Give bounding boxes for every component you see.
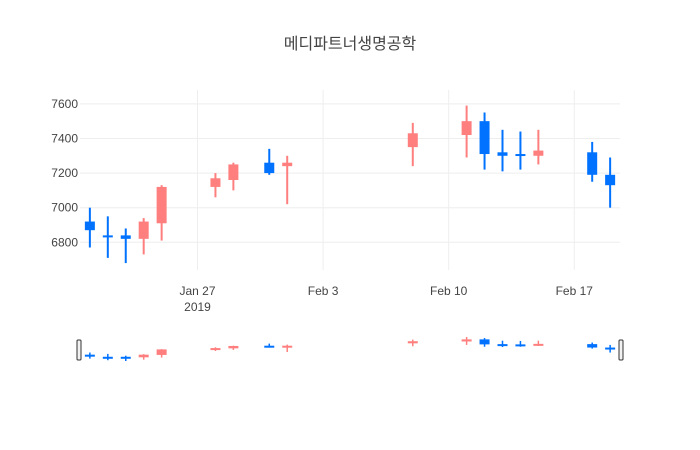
x-tick-label: Feb 3	[308, 284, 339, 298]
range-slider-candle	[587, 342, 598, 349]
candle[interactable]	[210, 173, 221, 198]
range-slider-candle-body	[497, 344, 508, 347]
candle-body	[515, 154, 526, 157]
range-slider-candle-body	[228, 345, 239, 349]
range-slider-candle	[264, 343, 275, 348]
candle-body	[84, 221, 95, 231]
range-slider-candle	[533, 340, 544, 346]
range-slider-left-handle[interactable]	[76, 339, 82, 361]
range-slider-candle	[461, 337, 472, 345]
candle[interactable]	[156, 185, 167, 241]
candle[interactable]	[102, 216, 113, 258]
range-slider[interactable]	[76, 335, 624, 363]
range-slider-candle	[156, 349, 167, 358]
candle-body	[138, 221, 149, 239]
range-slider-candle-body	[461, 339, 472, 342]
candle-body	[461, 121, 472, 135]
candle[interactable]	[461, 105, 472, 158]
range-slider-candle-body	[533, 343, 544, 346]
y-tick-label: 6800	[51, 235, 78, 249]
range-slider-candle-body	[282, 345, 293, 348]
candle[interactable]	[479, 112, 490, 170]
range-slider-candle	[84, 352, 95, 359]
candle[interactable]	[120, 228, 131, 264]
range-slider-candle	[210, 347, 221, 351]
range-slider-candle	[282, 344, 293, 353]
range-slider-candle	[497, 340, 508, 348]
candle[interactable]	[587, 141, 598, 182]
candle[interactable]	[515, 131, 526, 170]
candlestick-series	[84, 105, 616, 264]
candle-body	[228, 164, 239, 180]
y-tick-label: 7000	[51, 201, 78, 215]
x-tick-label: Feb 10	[430, 284, 468, 298]
range-slider-right-handle[interactable]	[618, 339, 624, 361]
range-slider-candle	[138, 354, 149, 360]
range-slider-candle-body	[210, 348, 221, 351]
range-slider-candle-body	[479, 339, 490, 345]
range-slider-candle-body	[102, 356, 113, 359]
candle[interactable]	[533, 129, 544, 165]
candle-body	[533, 150, 544, 156]
candle-body	[120, 235, 131, 239]
range-slider-candle	[407, 339, 418, 347]
range-slider-candle-body	[84, 354, 95, 357]
y-axis: 6800 7000 7200 7400 7600	[51, 97, 78, 249]
range-slider-candle	[515, 340, 526, 347]
candle[interactable]	[264, 148, 275, 175]
range-slider-candle-body	[156, 349, 167, 355]
range-slider-candle	[120, 355, 131, 361]
range-slider-candle-body	[587, 344, 598, 348]
candle[interactable]	[138, 218, 149, 255]
x-axis: Jan 27 2019 Feb 3 Feb 10 Feb 17	[179, 284, 593, 314]
candle-body	[407, 133, 418, 148]
candle-body	[156, 186, 167, 224]
range-slider-background[interactable]	[80, 335, 620, 363]
range-slider-candle-body	[264, 345, 275, 348]
candle-body	[264, 162, 275, 174]
candle[interactable]	[282, 155, 293, 205]
range-slider-candle-body	[407, 341, 418, 344]
range-slider-candle	[479, 338, 490, 347]
grid-lines	[80, 90, 620, 270]
candle[interactable]	[407, 122, 418, 167]
x-tick-label: Jan 27	[179, 284, 215, 298]
y-tick-label: 7200	[51, 166, 78, 180]
candle-body	[210, 178, 221, 187]
range-slider-candle-body	[138, 354, 149, 358]
x-tick-sublabel: 2019	[184, 300, 211, 314]
range-slider-candle	[228, 345, 239, 350]
range-slider-candle-body	[605, 347, 616, 350]
range-slider-preview	[84, 337, 616, 361]
candle[interactable]	[228, 162, 239, 191]
candle-body	[497, 152, 508, 156]
candle[interactable]	[84, 207, 95, 248]
candle[interactable]	[605, 157, 616, 208]
y-tick-label: 7600	[51, 97, 78, 111]
chart-title: 메디파트너생명공학	[284, 34, 417, 53]
range-slider-candle	[605, 344, 616, 353]
candle-body	[282, 162, 293, 167]
candle-body	[605, 174, 616, 186]
range-slider-candle	[102, 353, 113, 361]
range-slider-candle-body	[120, 356, 131, 359]
candle-body	[479, 121, 490, 155]
candle[interactable]	[497, 129, 508, 172]
candle-body	[102, 235, 113, 238]
x-tick-label: Feb 17	[556, 284, 594, 298]
y-tick-label: 7400	[51, 131, 78, 145]
range-slider-candle-body	[515, 344, 526, 347]
candle-body	[587, 152, 598, 175]
